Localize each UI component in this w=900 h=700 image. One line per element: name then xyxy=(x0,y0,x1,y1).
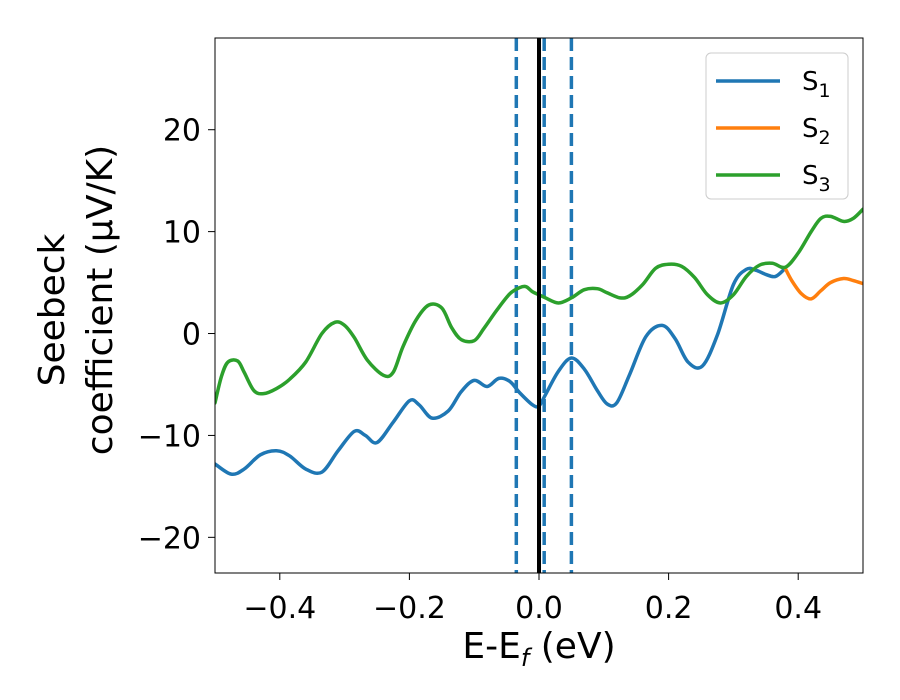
x-axis-label-unit: (eV) xyxy=(529,626,615,667)
y-tick-label: −10 xyxy=(138,419,201,454)
legend-label-s2: S2 xyxy=(802,114,831,149)
y-axis-label: Seebeck coefficient (μV/K) xyxy=(32,145,121,455)
x-tick-label: 0.2 xyxy=(645,591,693,626)
y-axis-label-line1: Seebeck xyxy=(32,233,73,386)
legend: S1 S2 S3 xyxy=(705,52,849,200)
y-axis-label-line2: coefficient (μV/K) xyxy=(80,145,121,455)
x-tick-label: 0.0 xyxy=(515,591,563,626)
x-tick-label: −0.4 xyxy=(243,591,316,626)
x-axis-label: E-Ef (eV) xyxy=(462,626,615,672)
series-line-s1 xyxy=(215,266,787,477)
legend-items: S1 S2 S3 xyxy=(716,67,831,196)
legend-box xyxy=(705,52,849,200)
legend-label-s3: S3 xyxy=(802,161,831,196)
vertical-lines xyxy=(514,38,574,573)
x-tick-label: −0.2 xyxy=(373,591,446,626)
y-tick-label: 20 xyxy=(163,114,201,149)
x-tick-label: 0.4 xyxy=(774,591,822,626)
legend-label-s1: S1 xyxy=(802,67,831,102)
series-line-s3 xyxy=(215,207,863,405)
series-lines xyxy=(215,207,863,477)
y-tick-label: −20 xyxy=(138,521,201,556)
x-axis-label-main: E-E xyxy=(462,626,520,667)
y-axis-ticks: −20 −10 0 10 20 xyxy=(138,114,215,556)
y-tick-label: 10 xyxy=(163,216,201,251)
series-line-s2 xyxy=(783,266,863,301)
x-axis-ticks: −0.4 −0.2 0.0 0.2 0.4 xyxy=(243,573,822,626)
y-tick-label: 0 xyxy=(182,318,201,353)
